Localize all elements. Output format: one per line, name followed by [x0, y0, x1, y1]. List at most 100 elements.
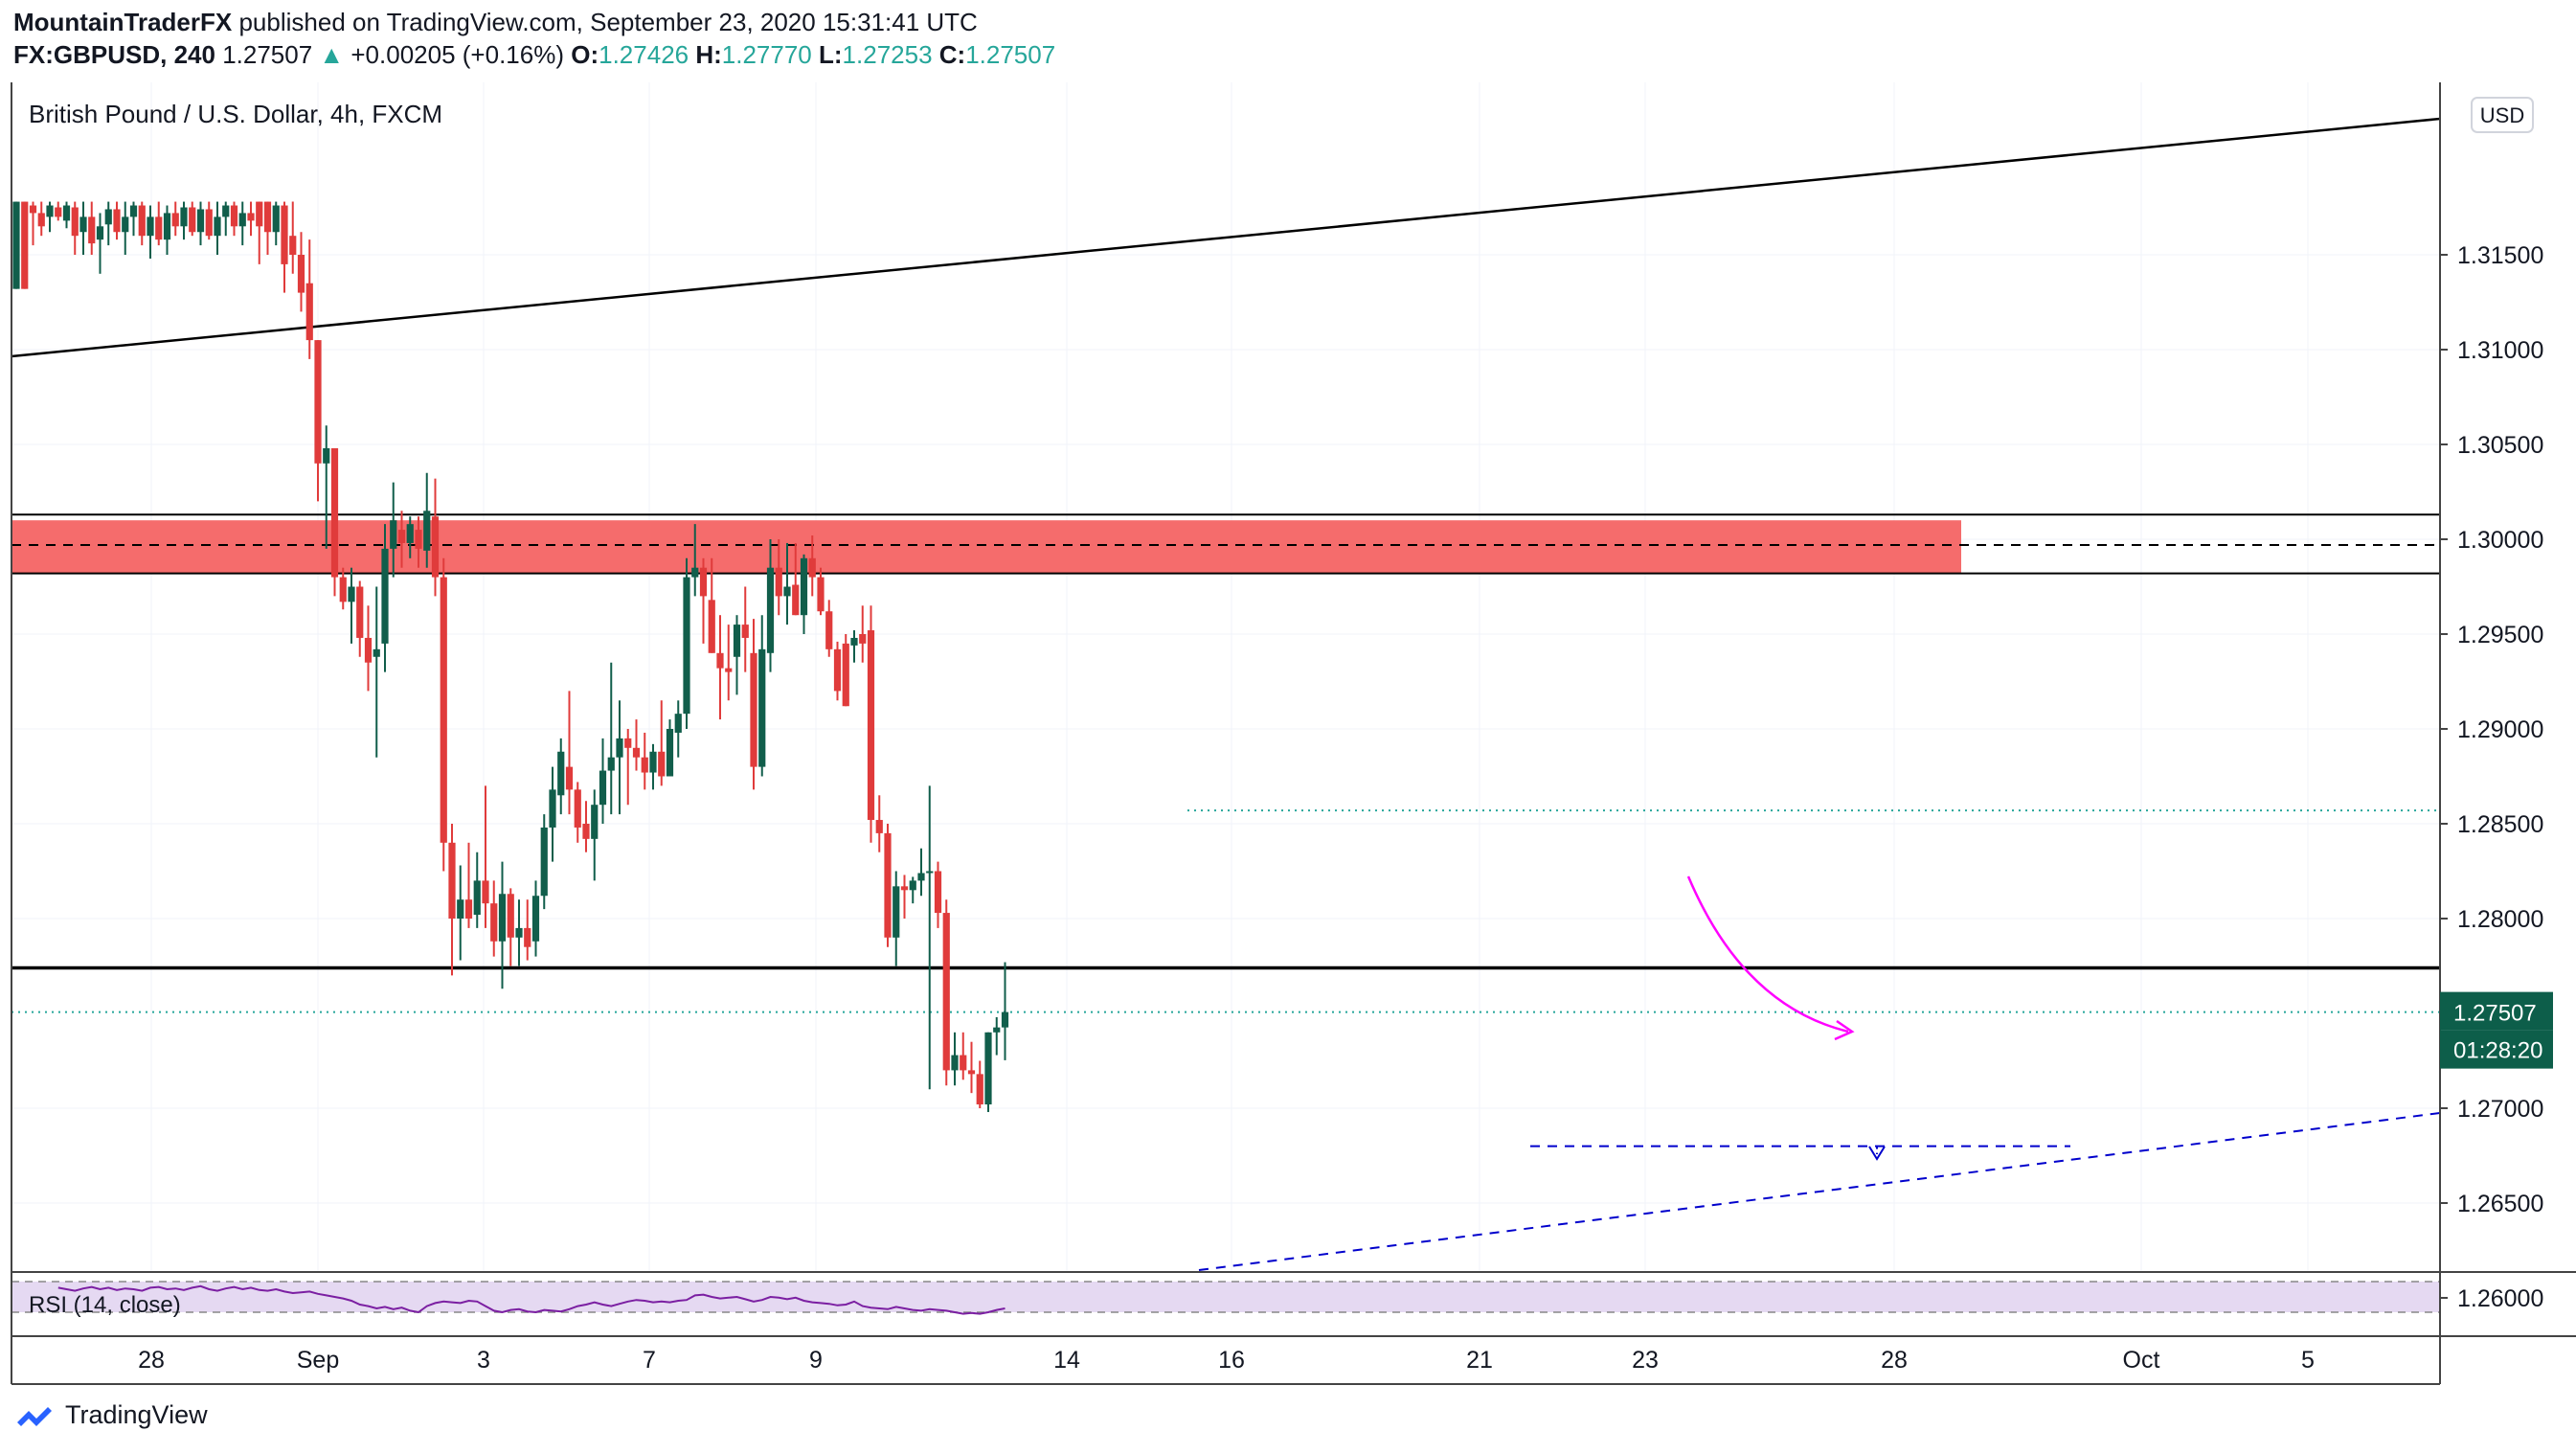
candle-body [993, 1027, 1001, 1033]
candle-body [800, 557, 808, 616]
candle [415, 516, 422, 568]
candle-body [875, 820, 883, 833]
candle-body [464, 899, 473, 919]
candle [683, 557, 690, 729]
candle [281, 201, 288, 293]
price-tag-text: 1.27507 [2453, 1001, 2537, 1027]
candle [373, 586, 380, 758]
candle-body [356, 586, 364, 638]
candle-body [490, 903, 498, 942]
candle [817, 567, 825, 616]
candle [297, 232, 305, 312]
candle [214, 201, 221, 255]
currency-button [2471, 97, 2534, 133]
candle-body [482, 880, 489, 904]
candle-body [917, 873, 925, 881]
candle [473, 852, 481, 928]
candle [247, 201, 255, 237]
currency-label: USD [2480, 103, 2524, 127]
candle [397, 511, 406, 568]
candle-body [238, 213, 246, 227]
candle [238, 201, 246, 246]
candle-body [507, 894, 514, 938]
resistance-zone [11, 520, 1961, 574]
y-tick-label: 1.29500 [2457, 622, 2543, 648]
x-tick-label: 28 [1881, 1347, 1908, 1374]
countdown-tag [2440, 1030, 2553, 1069]
candle [674, 700, 682, 758]
candle-body [976, 1074, 983, 1105]
candle [79, 201, 87, 255]
pane-title: British Pound / U.S. Dollar, 4h, FXCM [29, 100, 442, 128]
candle [289, 201, 297, 274]
candle [750, 619, 757, 790]
candle-body [147, 216, 154, 237]
publish-info: MountainTraderFX published on TradingVie… [13, 8, 978, 37]
candle [783, 542, 791, 625]
candle-body [867, 630, 875, 821]
candle-body [708, 600, 715, 653]
brand-name[interactable]: TradingView [65, 1400, 208, 1429]
candle [440, 557, 447, 872]
last-value: 1.27507 [222, 40, 313, 69]
up-arrow-icon: ▲ [319, 40, 345, 69]
ohlc-bar: FX:GBPUSD, 240 1.27507 ▲ +0.00205 (+0.16… [13, 40, 1055, 70]
candle-body [113, 209, 121, 233]
candle-body [792, 584, 800, 616]
y-tick-label: 1.28000 [2457, 906, 2543, 933]
candle [993, 1016, 1001, 1056]
candle [699, 557, 708, 644]
candle [71, 201, 79, 255]
candle-body [716, 652, 724, 669]
candle-body [323, 447, 330, 464]
candle-body [616, 738, 623, 758]
candle-body [55, 207, 62, 217]
candle [875, 795, 883, 852]
candle-body [531, 896, 540, 942]
candle [129, 201, 138, 237]
candle-body [649, 751, 657, 773]
author-name[interactable]: MountainTraderFX [13, 8, 233, 36]
candle [515, 899, 523, 966]
x-tick-label: 16 [1218, 1347, 1245, 1374]
candle [314, 340, 322, 502]
candle [339, 567, 347, 610]
rsi-line [57, 1284, 1006, 1315]
candle-body [256, 201, 263, 227]
candle [122, 201, 129, 255]
candle-body [305, 283, 313, 341]
x-tick-label: 21 [1466, 1347, 1493, 1374]
drawings-front [1198, 875, 2441, 1271]
candle [666, 719, 674, 777]
candle-body [741, 625, 749, 638]
candle-body [733, 625, 741, 657]
candle-body [129, 205, 138, 217]
candle-body [330, 447, 339, 578]
candle [356, 580, 364, 657]
candle [330, 447, 339, 597]
candle [155, 201, 163, 246]
candle-body [415, 530, 422, 549]
candle-body [88, 216, 96, 244]
candle [909, 876, 916, 904]
candle [448, 824, 456, 976]
candle-body [431, 516, 440, 578]
candle [272, 201, 280, 246]
candle [792, 542, 800, 616]
x-tick-label: 7 [643, 1347, 656, 1374]
candle [716, 615, 724, 720]
open-value: 1.27426 [599, 40, 689, 69]
candle [263, 201, 272, 255]
candle-body [189, 207, 196, 233]
close-value: 1.27507 [965, 40, 1056, 69]
open-label: O: [571, 40, 599, 69]
y-tick-label: 1.31000 [2457, 337, 2543, 364]
candle [490, 880, 498, 957]
candle [222, 201, 230, 237]
candle [113, 201, 121, 240]
candle [951, 1032, 959, 1086]
candle [900, 875, 909, 919]
x-tick-label: 9 [809, 1347, 823, 1374]
y-tick-label: 1.30500 [2457, 432, 2543, 459]
